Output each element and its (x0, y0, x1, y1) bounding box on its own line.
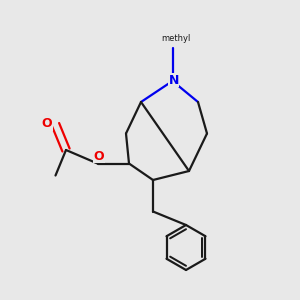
Text: N: N (169, 74, 179, 87)
Text: O: O (42, 117, 52, 130)
Text: methyl: methyl (161, 34, 190, 43)
Text: O: O (94, 149, 104, 163)
